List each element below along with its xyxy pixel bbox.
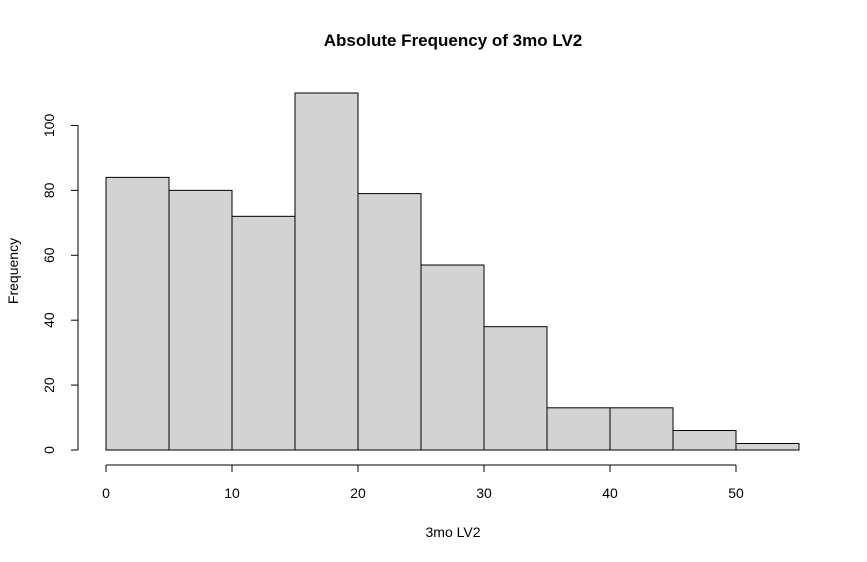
y-tick-label: 100 — [41, 114, 57, 138]
histogram-bar-6 — [483, 326, 548, 451]
x-axis-label: 3mo LV2 — [426, 524, 481, 540]
x-tick-label: 40 — [602, 485, 618, 501]
x-tick-label: 0 — [102, 485, 110, 501]
histogram-bar-9 — [672, 430, 737, 451]
x-tick-label: 50 — [728, 485, 744, 501]
x-axis: 0 10 20 30 40 50 — [102, 464, 744, 501]
histogram-bar-0 — [105, 176, 170, 451]
histogram-bar-4 — [357, 193, 422, 451]
x-tick-label: 30 — [476, 485, 492, 501]
histogram-bar-2 — [231, 215, 296, 451]
histogram-bar-7 — [546, 407, 611, 451]
chart-title: Absolute Frequency of 3mo LV2 — [324, 31, 583, 50]
y-tick-label: 60 — [41, 247, 57, 263]
y-axis-label: Frequency — [5, 238, 21, 304]
x-tick-label: 20 — [350, 485, 366, 501]
histogram-bar-3 — [294, 92, 359, 451]
histogram-bar-1 — [168, 189, 233, 451]
x-tick-label: 10 — [224, 485, 240, 501]
y-axis: 0 20 40 60 80 100 — [41, 114, 79, 454]
bars-group — [105, 92, 800, 451]
y-tick-label: 80 — [41, 182, 57, 198]
histogram-bar-8 — [609, 407, 674, 451]
y-tick-label: 0 — [41, 446, 57, 454]
y-tick-label: 20 — [41, 377, 57, 393]
histogram-bar-10 — [735, 443, 800, 451]
y-tick-label: 40 — [41, 312, 57, 328]
histogram-bar-5 — [420, 264, 485, 451]
